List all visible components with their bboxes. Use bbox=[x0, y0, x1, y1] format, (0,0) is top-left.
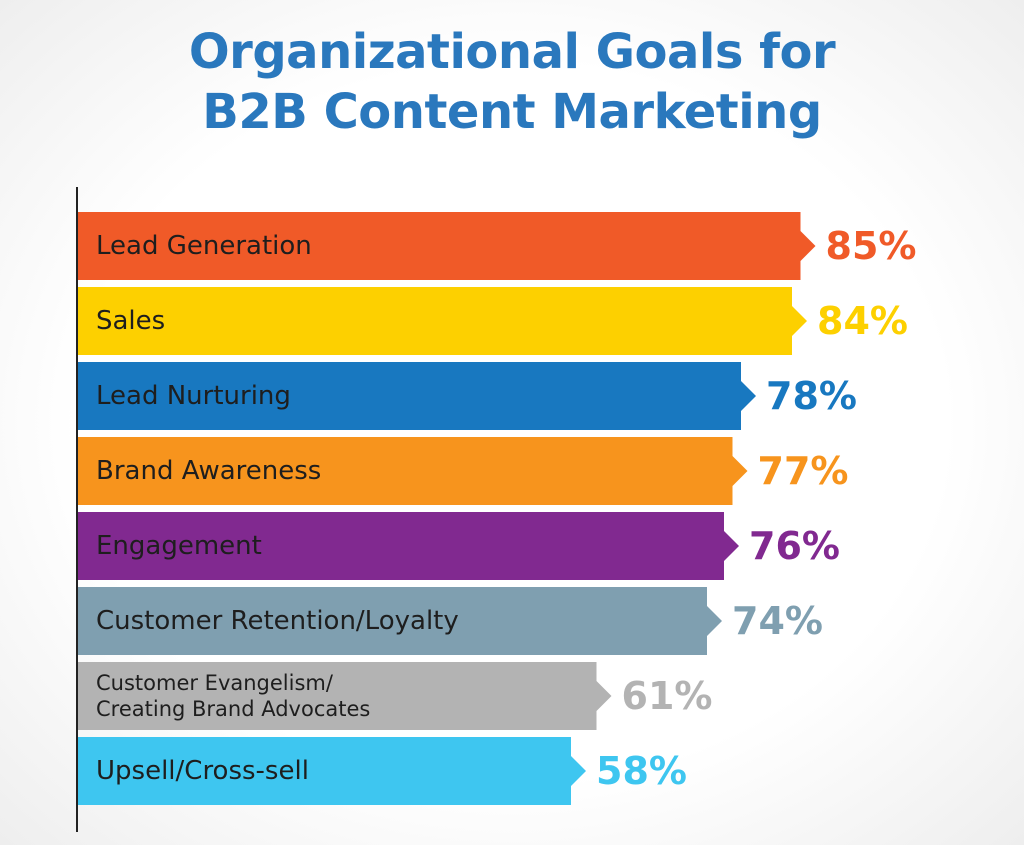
chart-title: Organizational Goals for B2B Content Mar… bbox=[188, 24, 836, 140]
bar bbox=[78, 512, 739, 580]
value-label: 85% bbox=[825, 224, 917, 268]
category-label: Sales bbox=[96, 306, 166, 336]
category-label: Customer Evangelism/ Creating Brand Advo… bbox=[96, 671, 371, 721]
bar bbox=[78, 362, 756, 430]
category-label: Engagement bbox=[96, 531, 262, 561]
value-label: 76% bbox=[749, 524, 840, 568]
bar bbox=[78, 587, 722, 655]
value-label: 74% bbox=[732, 599, 823, 643]
bar bbox=[78, 662, 612, 730]
category-label: Customer Retention/Loyalty bbox=[96, 606, 459, 636]
bar bbox=[78, 212, 816, 280]
category-label: Lead Nurturing bbox=[96, 381, 291, 411]
value-label: 61% bbox=[621, 674, 713, 718]
axis-line bbox=[76, 187, 78, 832]
category-label: Brand Awareness bbox=[96, 456, 322, 486]
category-label: Lead Generation bbox=[96, 231, 312, 261]
value-label: 78% bbox=[766, 374, 857, 418]
category-label: Upsell/Cross-sell bbox=[96, 756, 309, 786]
value-label: 77% bbox=[757, 449, 849, 493]
bar bbox=[78, 437, 748, 505]
value-label: 84% bbox=[817, 299, 908, 343]
bar bbox=[78, 737, 586, 805]
value-label: 58% bbox=[596, 749, 687, 793]
bar bbox=[78, 287, 807, 355]
